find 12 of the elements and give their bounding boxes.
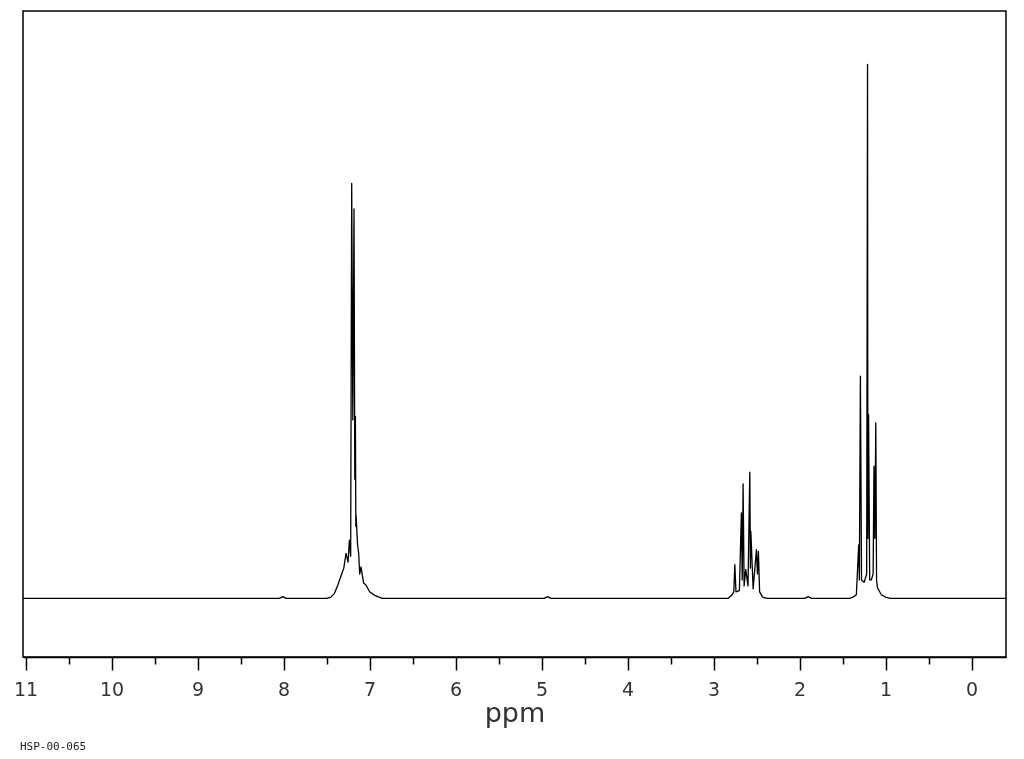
x-tick-label: 11 [13, 677, 39, 700]
x-tick-label: 4 [622, 677, 635, 700]
x-tick-label: 1 [880, 677, 893, 700]
x-tick-label: 7 [364, 677, 377, 700]
x-tick-label: 3 [708, 677, 721, 700]
x-tick-label: 0 [966, 677, 979, 700]
x-tick-label: 8 [278, 677, 291, 700]
text: HSP-00-065 [20, 740, 87, 753]
x-tick-label: 10 [99, 677, 125, 700]
x-tick-label: 9 [192, 677, 205, 700]
x-tick-label: 6 [450, 677, 463, 700]
x-tick-label: 2 [794, 677, 807, 700]
